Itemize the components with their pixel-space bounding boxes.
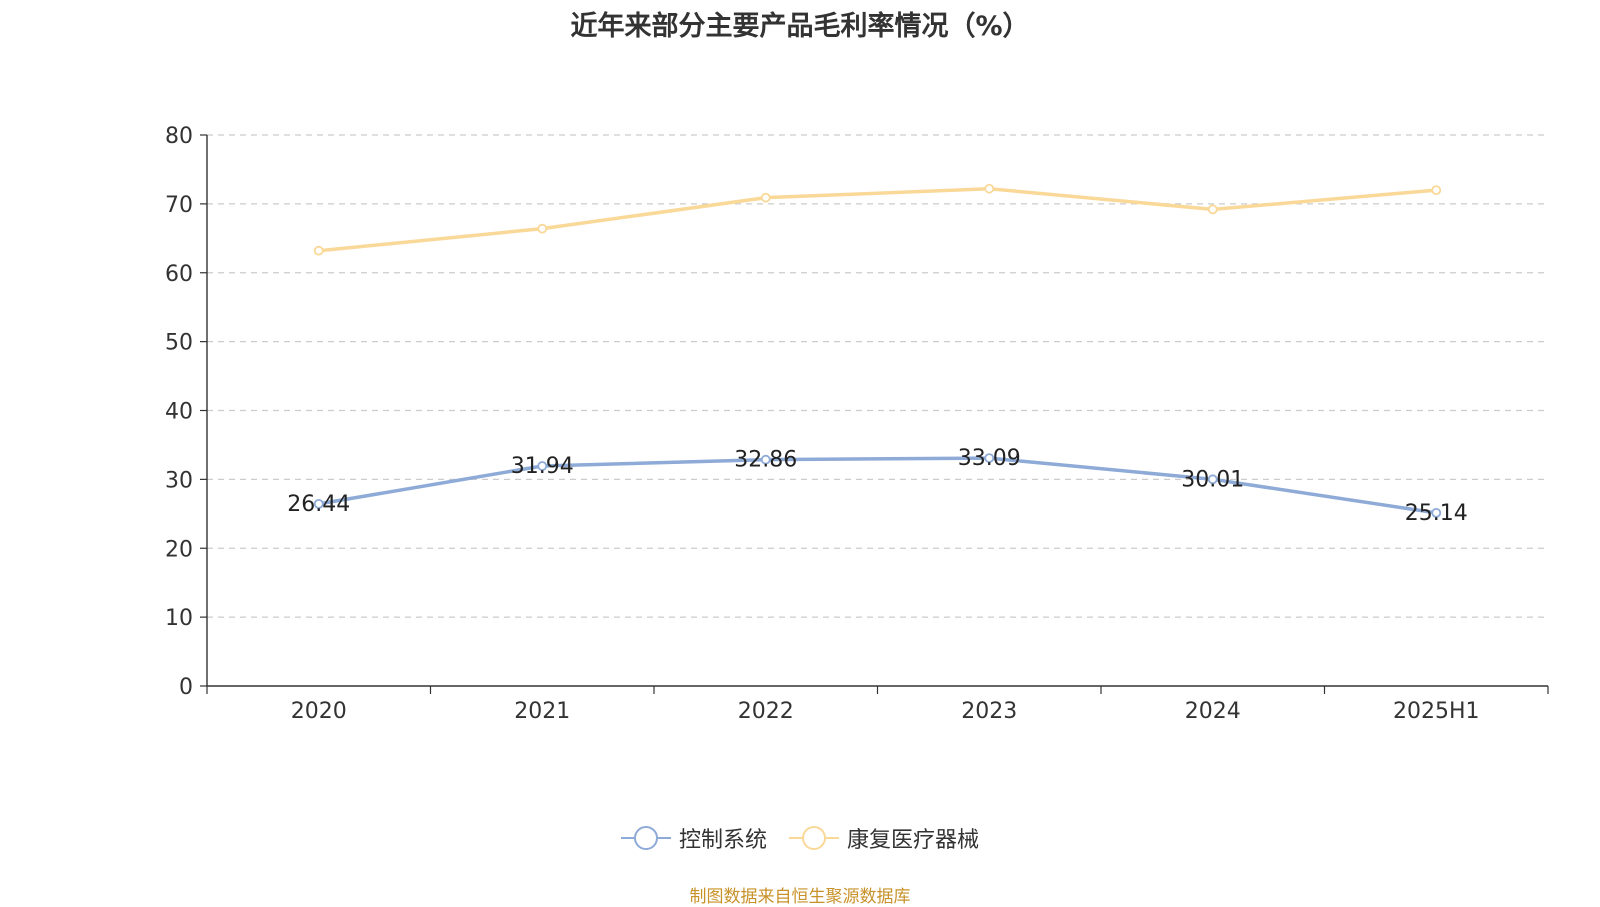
legend-item-rehab-devices[interactable]: 康复医疗器械 [789,822,979,854]
legend-label-rehab-devices: 康复医疗器械 [847,828,980,853]
y-tick-label: 60 [165,262,193,287]
data-point-1 [984,183,995,194]
legend-item-control-system[interactable]: 控制系统 [620,822,767,854]
data-point-0 [537,461,548,471]
x-tick-label: 2023 [961,699,1017,724]
y-tick-label: 10 [165,606,193,631]
legend-marker-control-system [620,826,671,850]
x-tick-label: 2024 [1185,699,1241,724]
data-point-0 [760,454,771,465]
data-label: 30.01 [1181,467,1244,492]
y-tick-label: 80 [165,124,193,149]
data-point-0 [1431,507,1442,518]
y-tick-label: 20 [165,537,193,562]
data-source-note: 制图数据来自恒生聚源数据库 [689,887,911,907]
x-tick-label: 2022 [738,699,794,724]
data-label: 25.14 [1405,501,1468,526]
legend-label-control-system: 控制系统 [678,828,767,853]
data-point-1 [537,223,548,234]
legend: 控制系统 康复医疗器械 [0,822,1600,854]
x-tick-label: 2020 [291,699,347,724]
y-tick-label: 30 [165,468,193,493]
data-label: 26.44 [287,492,350,517]
data-point-0 [1207,474,1218,485]
data-point-1 [760,192,771,203]
data-label: 32.86 [734,448,797,473]
data-point-1 [1207,204,1218,215]
y-tick-label: 40 [165,400,193,425]
y-tick-label: 70 [165,193,193,218]
data-point-0 [984,453,995,463]
data-label: 31.94 [511,454,574,479]
x-tick-label: 2021 [514,699,570,724]
series-line-0 [318,456,1437,515]
y-tick-label: 50 [165,331,193,356]
y-tick-label: 0 [179,675,193,700]
chart-title: 近年来部分主要产品毛利率情况（%） [570,11,1030,42]
data-label: 33.09 [958,446,1021,471]
x-tick-label: 2025H1 [1393,699,1480,724]
legend-marker-rehab-devices [789,826,839,850]
data-point-1 [1431,185,1442,196]
data-point-1 [313,245,324,256]
data-point-0 [313,498,324,509]
series-line-1 [318,186,1437,253]
